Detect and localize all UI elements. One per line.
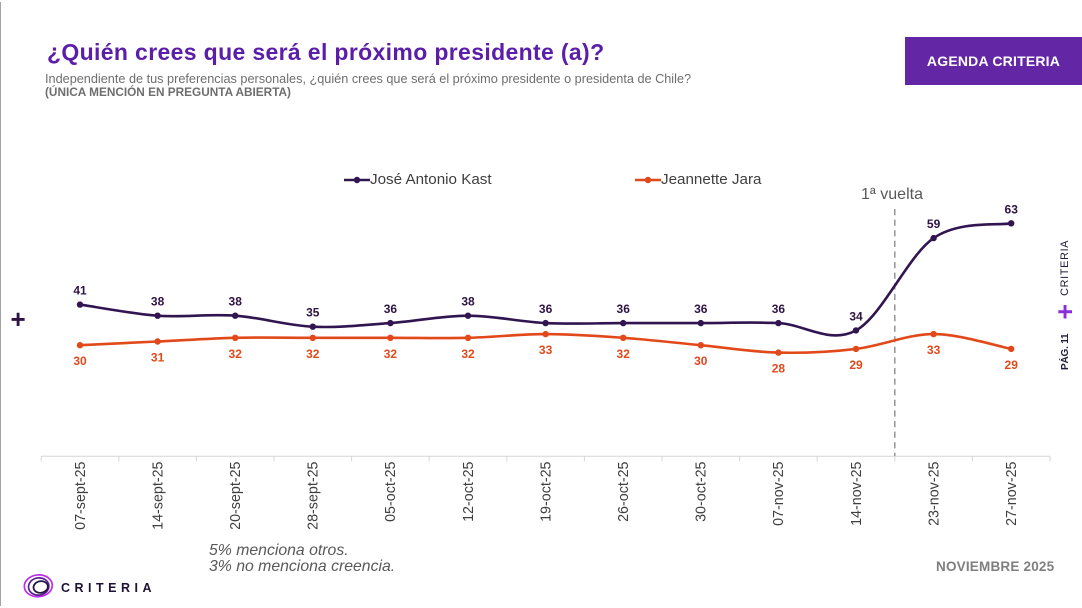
svg-text:32: 32	[617, 347, 631, 361]
svg-text:28-sept-25: 28-sept-25	[306, 461, 322, 529]
svg-text:28: 28	[772, 362, 786, 376]
svg-text:36: 36	[384, 302, 398, 316]
svg-text:35: 35	[306, 306, 320, 320]
svg-text:41: 41	[73, 284, 87, 298]
svg-text:36: 36	[694, 302, 708, 316]
svg-text:12-oct-25: 12-oct-25	[461, 461, 477, 521]
svg-text:30-oct-25: 30-oct-25	[694, 461, 710, 521]
svg-text:36: 36	[617, 302, 631, 316]
svg-text:26-oct-25: 26-oct-25	[616, 461, 632, 521]
svg-text:38: 38	[151, 295, 165, 309]
svg-text:33: 33	[539, 343, 553, 357]
svg-text:29: 29	[849, 358, 863, 372]
svg-text:19-oct-25: 19-oct-25	[538, 461, 554, 521]
svg-text:32: 32	[306, 347, 320, 361]
svg-text:36: 36	[772, 302, 786, 316]
svg-text:20-sept-25: 20-sept-25	[228, 461, 244, 529]
svg-text:36: 36	[539, 302, 553, 316]
svg-text:38: 38	[461, 295, 475, 309]
svg-text:07-nov-25: 07-nov-25	[771, 461, 787, 525]
svg-text:29: 29	[1005, 358, 1019, 372]
svg-text:63: 63	[1005, 202, 1019, 216]
svg-text:34: 34	[849, 309, 863, 323]
svg-text:33: 33	[927, 343, 941, 357]
svg-text:32: 32	[384, 347, 398, 361]
svg-text:31: 31	[151, 351, 165, 365]
svg-text:30: 30	[694, 354, 708, 368]
svg-text:1ª vuelta: 1ª vuelta	[861, 186, 923, 203]
svg-text:14-sept-25: 14-sept-25	[150, 461, 166, 529]
svg-text:23-nov-25: 23-nov-25	[926, 461, 942, 525]
svg-text:38: 38	[229, 295, 243, 309]
svg-text:07-sept-25: 07-sept-25	[73, 461, 89, 529]
svg-text:32: 32	[229, 347, 243, 361]
svg-text:14-nov-25: 14-nov-25	[849, 461, 865, 525]
svg-text:30: 30	[73, 354, 87, 368]
svg-text:27-nov-25: 27-nov-25	[1004, 461, 1020, 525]
svg-text:05-oct-25: 05-oct-25	[383, 461, 399, 521]
svg-text:59: 59	[927, 217, 941, 231]
svg-text:32: 32	[461, 347, 475, 361]
